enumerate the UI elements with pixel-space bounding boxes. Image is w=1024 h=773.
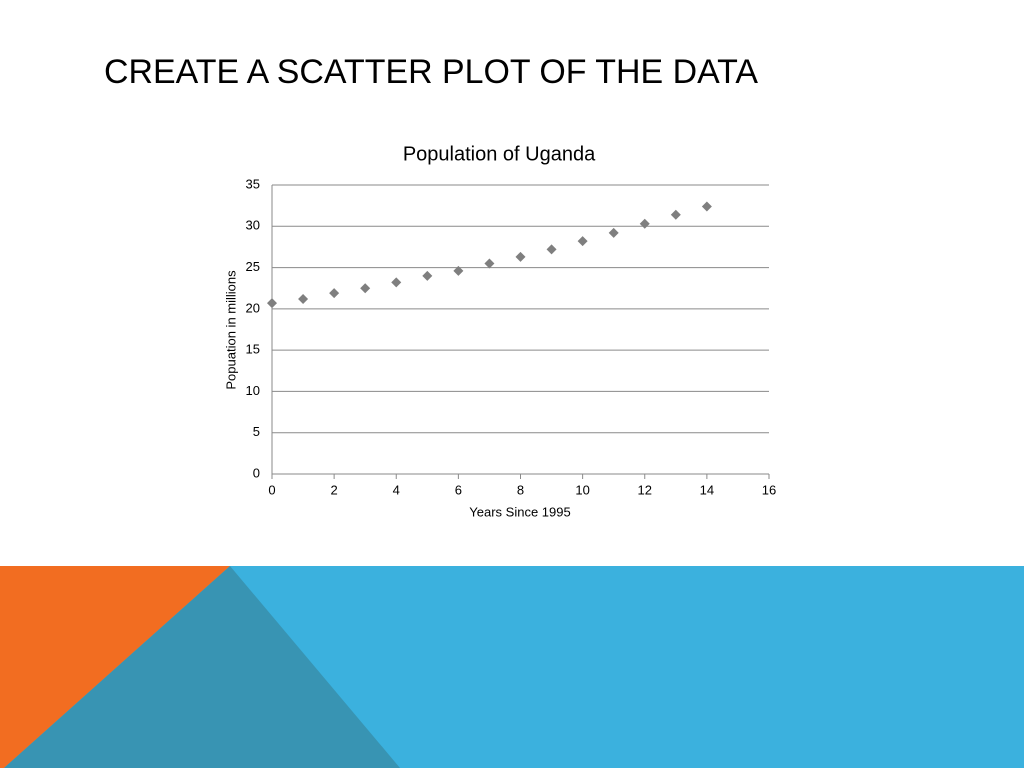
y-tick-label: 20 (246, 300, 260, 315)
x-tick-label: 12 (638, 482, 652, 497)
data-point (298, 293, 309, 304)
data-point (391, 277, 402, 288)
data-point (608, 227, 619, 238)
data-point (546, 244, 557, 255)
data-point (453, 265, 464, 276)
x-tick-label: 2 (331, 482, 338, 497)
data-point (639, 218, 650, 229)
y-tick-label: 15 (246, 342, 260, 357)
x-tick-label: 0 (268, 482, 275, 497)
data-point (329, 288, 340, 299)
x-tick-label: 10 (575, 482, 589, 497)
data-point (670, 209, 681, 220)
y-tick-label: 10 (246, 383, 260, 398)
y-tick-label: 35 (246, 176, 260, 191)
y-tick-label: 0 (253, 465, 260, 480)
x-axis-label: Years Since 1995 (469, 504, 570, 519)
data-point (701, 201, 712, 212)
y-tick-label: 30 (246, 218, 260, 233)
data-point (267, 298, 277, 309)
x-tick-label: 14 (700, 482, 714, 497)
footer-teal (4, 566, 400, 768)
data-point (515, 251, 526, 262)
x-tick-label: 16 (762, 482, 776, 497)
y-tick-label: 25 (246, 259, 260, 274)
slide-title: CREATE A SCATTER PLOT OF THE DATA (104, 53, 758, 91)
data-point (484, 258, 495, 269)
data-point (577, 236, 588, 247)
y-axis-label: Popuation in millions (223, 270, 238, 390)
x-tick-label: 6 (455, 482, 462, 497)
data-point (360, 283, 371, 294)
footer-orange (0, 566, 230, 768)
x-tick-label: 4 (393, 482, 400, 497)
chart-title: Population of Uganda (403, 143, 596, 165)
x-tick-label: 8 (517, 482, 524, 497)
data-point (422, 270, 433, 281)
y-tick-label: 5 (253, 424, 260, 439)
